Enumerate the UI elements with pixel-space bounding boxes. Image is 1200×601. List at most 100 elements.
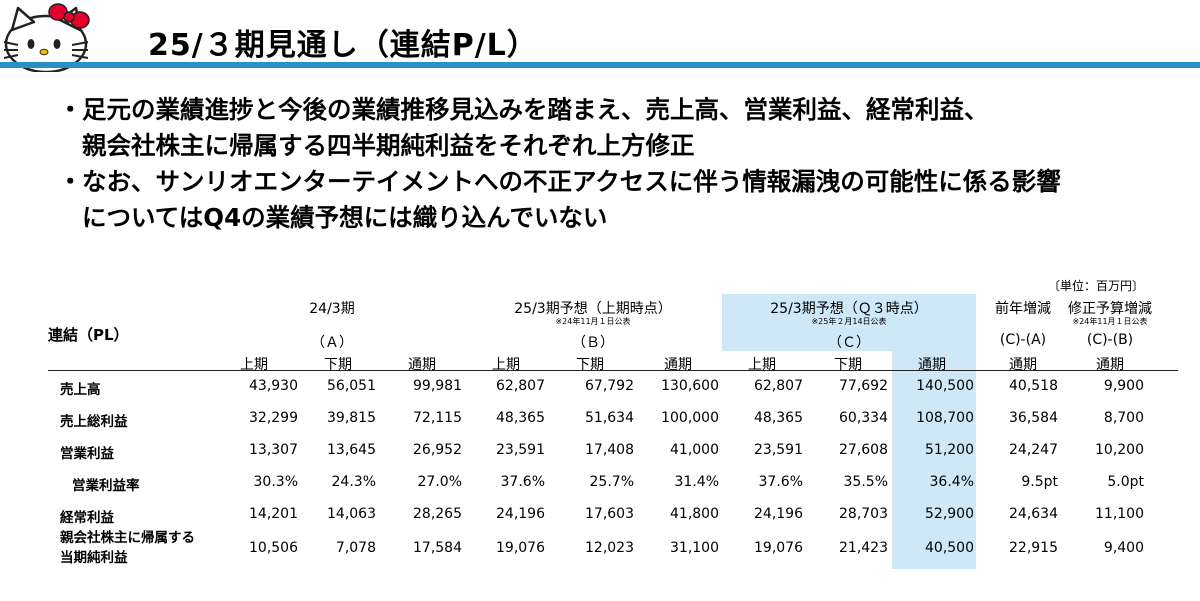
- table-cell: 30.3%: [253, 474, 298, 490]
- unit-label: 〔単位：百万円〕: [1048, 279, 1145, 293]
- table-cell: 14,201: [249, 506, 298, 522]
- table-cell: 8,700: [1103, 410, 1144, 426]
- table-cell: 130,600: [661, 378, 719, 394]
- bullet-marker: ・: [58, 167, 83, 196]
- table-cell: 28,265: [413, 506, 462, 522]
- table-cell: 100,000: [661, 410, 719, 426]
- table-cell: 17,584: [413, 540, 462, 556]
- table-cell: 62,807: [754, 378, 803, 394]
- table-cell: 24.3%: [331, 474, 376, 490]
- diff-code-ca: (C)-(A): [999, 332, 1047, 348]
- table-cell: 10,200: [1095, 442, 1144, 458]
- diff-sub-cb: 通期: [1096, 357, 1124, 373]
- table-cell: 22,915: [1009, 540, 1058, 556]
- subheader-c-first-half: 上期: [748, 357, 776, 373]
- table-cell: 51,200: [925, 442, 974, 458]
- table-cell: 43,930: [249, 378, 298, 394]
- table-cell: 19,076: [754, 540, 803, 556]
- table-cell: 31.4%: [674, 474, 719, 490]
- table-cell: 36,584: [1009, 410, 1058, 426]
- table-cell: 9,900: [1103, 378, 1144, 394]
- table-cell: 40,500: [925, 540, 974, 556]
- row-label-net-sales: 売上高: [60, 382, 101, 398]
- table-cell: 77,692: [839, 378, 888, 394]
- row-label-net-income: 親会社株主に帰属する 当期純利益: [60, 528, 195, 568]
- table-cell: 26,952: [413, 442, 462, 458]
- table-cell: 19,076: [496, 540, 545, 556]
- table-cell: 37.6%: [758, 474, 803, 490]
- row-label-line: 当期純利益: [60, 550, 128, 566]
- table-cell: 39,815: [327, 410, 376, 426]
- diff-title-cb: 修正予算増減: [1068, 301, 1152, 317]
- table-cell: 108,700: [916, 410, 974, 426]
- subheader-a-full-year: 通期: [408, 357, 436, 373]
- table-cell: 62,807: [496, 378, 545, 394]
- diff-sub-ca: 通期: [1009, 357, 1037, 373]
- table-cell: 17,603: [585, 506, 634, 522]
- diff-note-cb: ※24年11月１日公表: [1072, 317, 1148, 326]
- subheader-a-second-half: 下期: [324, 357, 352, 373]
- bullet-line: なお、サンリオエンターテイメントへの不正アクセスに伴う情報漏洩の可能性に係る影響: [82, 167, 1061, 196]
- summary-bullets: ・ 足元の業績進捗と今後の業績推移見込みを踏まえ、売上高、営業利益、経常利益、 …: [58, 92, 1188, 236]
- page-title: 25/３期見通し（連結P/L）: [148, 28, 538, 63]
- table-cell: 99,981: [413, 378, 462, 394]
- header-divider-line: [48, 370, 1178, 371]
- table-cell: 67,792: [585, 378, 634, 394]
- diff-title-ca: 前年増減: [995, 301, 1051, 317]
- table-cell: 56,051: [327, 378, 376, 394]
- table-cell: 23,591: [754, 442, 803, 458]
- table-cell: 13,645: [327, 442, 376, 458]
- table-cell: 17,408: [585, 442, 634, 458]
- highlight-column-c-full-year: [892, 351, 976, 569]
- header-divider: [0, 62, 1200, 68]
- row-label-ordinary-profit: 経常利益: [60, 510, 114, 526]
- table-cell: 10,506: [249, 540, 298, 556]
- group-note-c: ※25年２月14日公表: [811, 317, 887, 326]
- table-cell: 41,800: [670, 506, 719, 522]
- group-title-a: 24/3期: [309, 301, 355, 317]
- table-cell: 40,518: [1009, 378, 1058, 394]
- group-note-b: ※24年11月１日公表: [555, 317, 631, 326]
- table-cell: 21,423: [839, 540, 888, 556]
- table-cell: 9,400: [1103, 540, 1144, 556]
- table-cell: 35.5%: [843, 474, 888, 490]
- table-cell: 31,100: [670, 540, 719, 556]
- subheader-c-second-half: 下期: [834, 357, 862, 373]
- bullet-item: ・ なお、サンリオエンターテイメントへの不正アクセスに伴う情報漏洩の可能性に係る…: [58, 164, 1188, 236]
- bullet-line: 足元の業績進捗と今後の業績推移見込みを踏まえ、売上高、営業利益、経常利益、: [82, 95, 989, 124]
- hello-kitty-logo: [3, 3, 90, 72]
- table-cell: 7,078: [335, 540, 376, 556]
- table-cell: 32,299: [249, 410, 298, 426]
- table-cell: 36.4%: [929, 474, 974, 490]
- slide-header: 25/３期見通し（連結P/L）: [0, 0, 1200, 72]
- table-cell: 25.7%: [589, 474, 634, 490]
- table-cell: 48,365: [754, 410, 803, 426]
- table-cell: 5.0pt: [1107, 474, 1144, 490]
- table-cell: 52,900: [925, 506, 974, 522]
- row-label-line: 親会社株主に帰属する: [60, 530, 195, 546]
- group-code-a: （Ａ）: [311, 335, 353, 351]
- table-cell: 12,023: [585, 540, 634, 556]
- subheader-b-first-half: 上期: [492, 357, 520, 373]
- table-cell: 28,703: [839, 506, 888, 522]
- subheader-b-full-year: 通期: [664, 357, 692, 373]
- bullet-line: 親会社株主に帰属する四半期純利益をそれぞれ上方修正: [82, 131, 695, 160]
- row-label-gross-profit: 売上総利益: [60, 414, 128, 430]
- highlight-header-c: [722, 294, 976, 351]
- row-label-operating-margin: 営業利益率: [72, 478, 140, 494]
- group-code-b: （Ｂ）: [572, 335, 614, 351]
- group-title-c: 25/3期予想（Ｑ３時点）: [770, 301, 928, 317]
- table-cell: 14,063: [327, 506, 376, 522]
- subheader-a-first-half: 上期: [240, 357, 268, 373]
- subheader-c-full-year: 通期: [918, 357, 946, 373]
- table-cell: 13,307: [249, 442, 298, 458]
- table-row-header-title: 連結（PL）: [48, 326, 129, 344]
- table-cell: 27,608: [839, 442, 888, 458]
- table-cell: 140,500: [916, 378, 974, 394]
- group-code-c: （Ｃ）: [828, 335, 870, 351]
- table-cell: 41,000: [670, 442, 719, 458]
- group-title-b: 25/3期予想（上期時点）: [514, 301, 672, 317]
- table-cell: 24,247: [1009, 442, 1058, 458]
- bullet-line: についてはQ4の業績予想には織り込んでいない: [82, 203, 608, 232]
- bullet-marker: ・: [58, 95, 83, 124]
